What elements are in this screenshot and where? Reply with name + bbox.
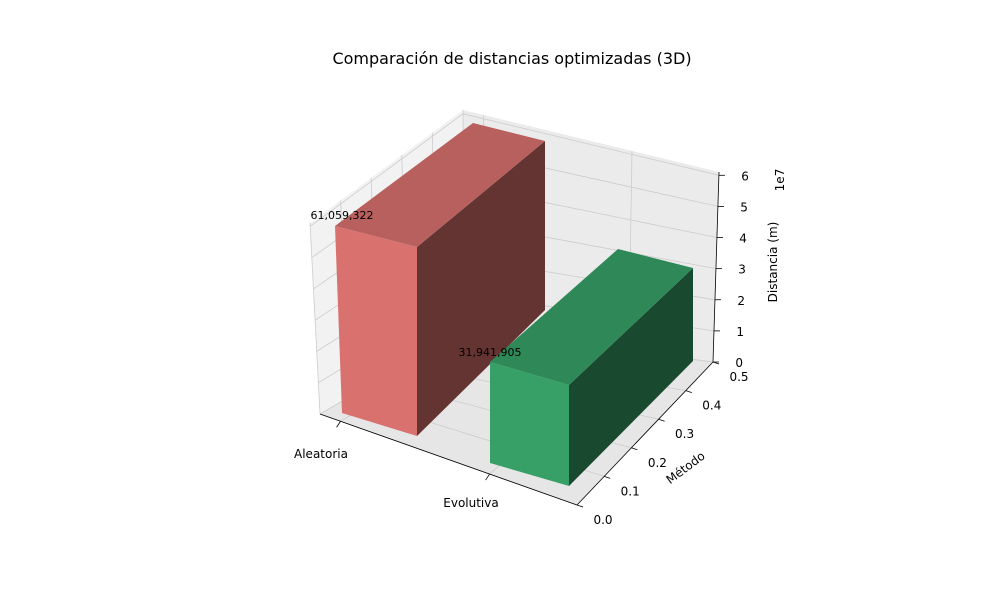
z-tick-label: 5 xyxy=(740,200,748,214)
bar-side-face xyxy=(417,141,545,436)
x-tick xyxy=(336,421,341,428)
x-axis-line xyxy=(319,413,578,506)
z-tick-label: 6 xyxy=(741,169,749,183)
x-tick xyxy=(485,473,490,481)
y-tick-label: 0.4 xyxy=(702,399,721,413)
bar-top-face xyxy=(335,123,545,247)
z-tick-label: 4 xyxy=(739,232,747,246)
bar-value-label: 31,941,905 xyxy=(459,346,522,359)
chart-title: Comparación de distancias optimizadas (3… xyxy=(332,49,691,68)
axes: Aleatoria Evolutiva 0.0 0.1 0.2 0.3 0.4 0.50 1 2 3… xyxy=(294,169,749,527)
bar-value-label: 61,059,322 xyxy=(311,209,374,222)
z-axis-label: Distancia (m) xyxy=(766,222,780,303)
bar-front-face xyxy=(490,362,569,486)
z-axis-line xyxy=(712,171,720,363)
y-tick xyxy=(685,390,692,393)
y-tick xyxy=(631,447,638,451)
z-tick-label: 1 xyxy=(736,325,744,339)
y-axis-label: Método xyxy=(664,449,708,487)
y-tick xyxy=(658,418,665,422)
y-axis-line xyxy=(576,361,714,506)
bar-top-face xyxy=(490,249,693,385)
z-tick-label: 2 xyxy=(737,294,745,308)
y-tick-label: 0.0 xyxy=(593,513,612,527)
z-axis-offset-label: 1e7 xyxy=(773,169,787,192)
bars: 61,059,322 31,941,905 xyxy=(311,123,693,486)
x-tick-label: Evolutiva xyxy=(443,496,498,510)
bar-side-face xyxy=(569,268,693,486)
y-tick-label: 0.5 xyxy=(729,370,748,384)
x-tick-label: Aleatoria xyxy=(294,447,348,461)
bar-front-face xyxy=(335,226,417,436)
y-tick-label: 0.1 xyxy=(621,484,640,498)
y-tick xyxy=(576,504,584,508)
y-tick-label: 0.3 xyxy=(675,427,694,441)
z-tick-label: 3 xyxy=(738,263,746,277)
y-tick-label: 0.2 xyxy=(648,456,667,470)
y-tick xyxy=(604,476,611,479)
z-tick-label: 0 xyxy=(735,356,743,370)
